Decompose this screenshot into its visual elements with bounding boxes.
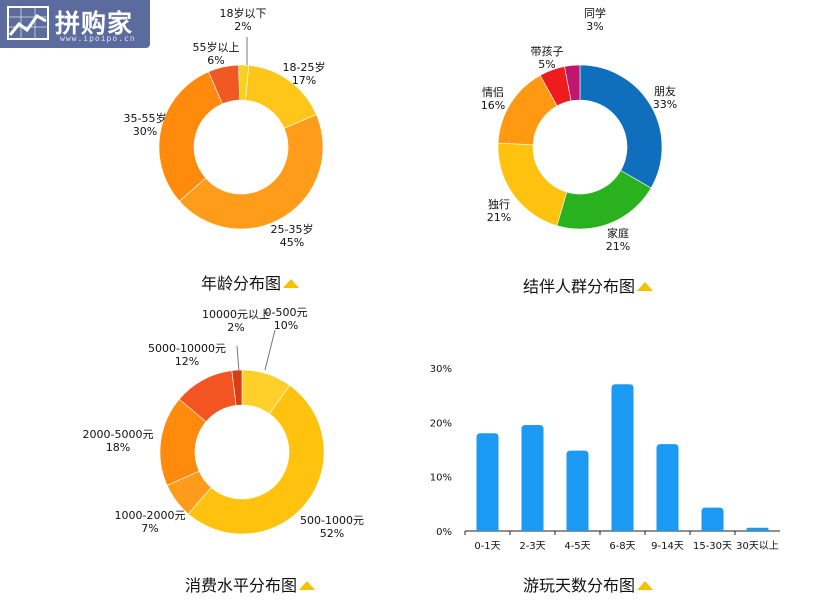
triangle-icon xyxy=(283,279,300,288)
days-chart-title: 游玩天数分布图 xyxy=(523,572,654,596)
slice-percent-label: 21% xyxy=(487,211,511,224)
slice-percent-label: 21% xyxy=(606,240,630,253)
x-tick-label: 6-8天 xyxy=(609,541,635,552)
slice-label: 独行 xyxy=(488,198,510,211)
slice-label: 18岁以下 xyxy=(220,6,267,20)
slice-label: 18-25岁 xyxy=(283,60,326,74)
triangle-icon xyxy=(637,282,654,291)
slice-label: 55岁以上 xyxy=(193,40,240,54)
slice-label: 同学 xyxy=(584,6,606,20)
donut-slice xyxy=(187,384,325,535)
x-tick-label: 0-1天 xyxy=(474,541,500,552)
spending-chart-title-text: 消费水平分布图 xyxy=(185,576,298,595)
slice-label: 2000-5000元 xyxy=(83,428,154,441)
slice-label: 情侣 xyxy=(482,85,504,99)
bar xyxy=(746,527,769,531)
slice-label: 500-1000元 xyxy=(300,514,364,527)
companion-chart-title: 结伴人群分布图 xyxy=(523,273,654,297)
bar xyxy=(611,384,634,531)
slice-label: 35-55岁 xyxy=(124,111,167,125)
x-tick-label: 30天以上 xyxy=(736,540,779,552)
companion-chart-title-text: 结伴人群分布图 xyxy=(523,277,636,296)
slice-percent-label: 6% xyxy=(207,54,224,67)
x-tick-label: 4-5天 xyxy=(564,541,590,552)
donut-slice xyxy=(231,369,243,406)
slice-label: 朋友 xyxy=(654,84,676,98)
bar xyxy=(701,507,724,531)
y-tick-label: 30% xyxy=(430,364,452,375)
slice-percent-label: 7% xyxy=(141,522,158,535)
donut-slice xyxy=(158,71,223,202)
bar xyxy=(656,444,679,531)
slice-percent-label: 5% xyxy=(538,58,555,71)
x-tick-label: 9-14天 xyxy=(651,541,684,552)
slice-percent-label: 18% xyxy=(106,441,130,454)
slice-percent-label: 2% xyxy=(227,321,244,334)
slice-label: 10000元以上 xyxy=(202,308,270,321)
slice-percent-label: 12% xyxy=(175,355,199,368)
chart-logo-icon xyxy=(7,6,49,40)
slice-label: 25-35岁 xyxy=(271,222,314,236)
logo-subtext: www.ipoipo.cn xyxy=(60,34,136,43)
y-tick-label: 0% xyxy=(436,527,452,538)
slice-label: 0-500元 xyxy=(265,306,308,319)
slice-label: 1000-2000元 xyxy=(115,509,186,522)
donut-slice xyxy=(178,114,324,230)
triangle-icon xyxy=(637,581,654,590)
slice-percent-label: 33% xyxy=(653,98,677,111)
bar xyxy=(521,425,544,531)
donut-slice xyxy=(579,64,663,189)
leader-line xyxy=(264,329,276,371)
slice-percent-label: 16% xyxy=(481,99,505,112)
triangle-icon xyxy=(299,581,316,590)
donut-slice xyxy=(564,64,581,102)
logo-text: 拼购家 xyxy=(55,9,134,38)
x-tick-label: 15-30天 xyxy=(693,541,732,552)
spending-chart-title: 消费水平分布图 xyxy=(185,572,316,596)
slice-label: 5000-10000元 xyxy=(148,342,226,355)
y-tick-label: 10% xyxy=(430,473,452,484)
bar xyxy=(566,450,589,531)
donut-slice xyxy=(208,64,240,105)
bar xyxy=(476,433,499,531)
logo: 拼购家 www.ipoipo.cn xyxy=(0,0,150,48)
slice-percent-label: 17% xyxy=(292,74,316,87)
slice-percent-label: 30% xyxy=(133,125,157,138)
slice-label: 家庭 xyxy=(607,226,629,240)
slice-percent-label: 3% xyxy=(586,20,603,33)
slice-percent-label: 52% xyxy=(320,527,344,540)
slice-label: 带孩子 xyxy=(531,45,564,58)
slice-percent-label: 45% xyxy=(280,236,304,249)
x-tick-label: 2-3天 xyxy=(519,541,545,552)
y-tick-label: 20% xyxy=(430,418,452,429)
slice-percent-label: 2% xyxy=(234,20,251,33)
age-chart-title: 年龄分布图 xyxy=(201,270,300,294)
slice-percent-label: 10% xyxy=(274,319,298,332)
days-chart-title-text: 游玩天数分布图 xyxy=(523,576,636,595)
leader-line xyxy=(236,345,240,373)
age-chart-title-text: 年龄分布图 xyxy=(201,274,282,293)
